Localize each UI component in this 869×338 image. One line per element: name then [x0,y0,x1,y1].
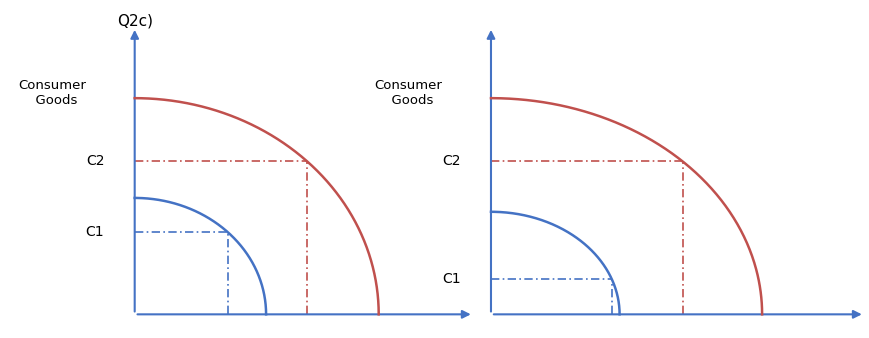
Text: C1: C1 [86,225,104,239]
Text: C1: C1 [442,272,461,286]
Text: Consumer
  Goods: Consumer Goods [375,79,442,107]
Text: Consumer
  Goods: Consumer Goods [18,79,86,107]
Text: C2: C2 [442,154,461,168]
Text: C2: C2 [86,154,104,168]
Text: Q2c): Q2c) [116,14,153,28]
